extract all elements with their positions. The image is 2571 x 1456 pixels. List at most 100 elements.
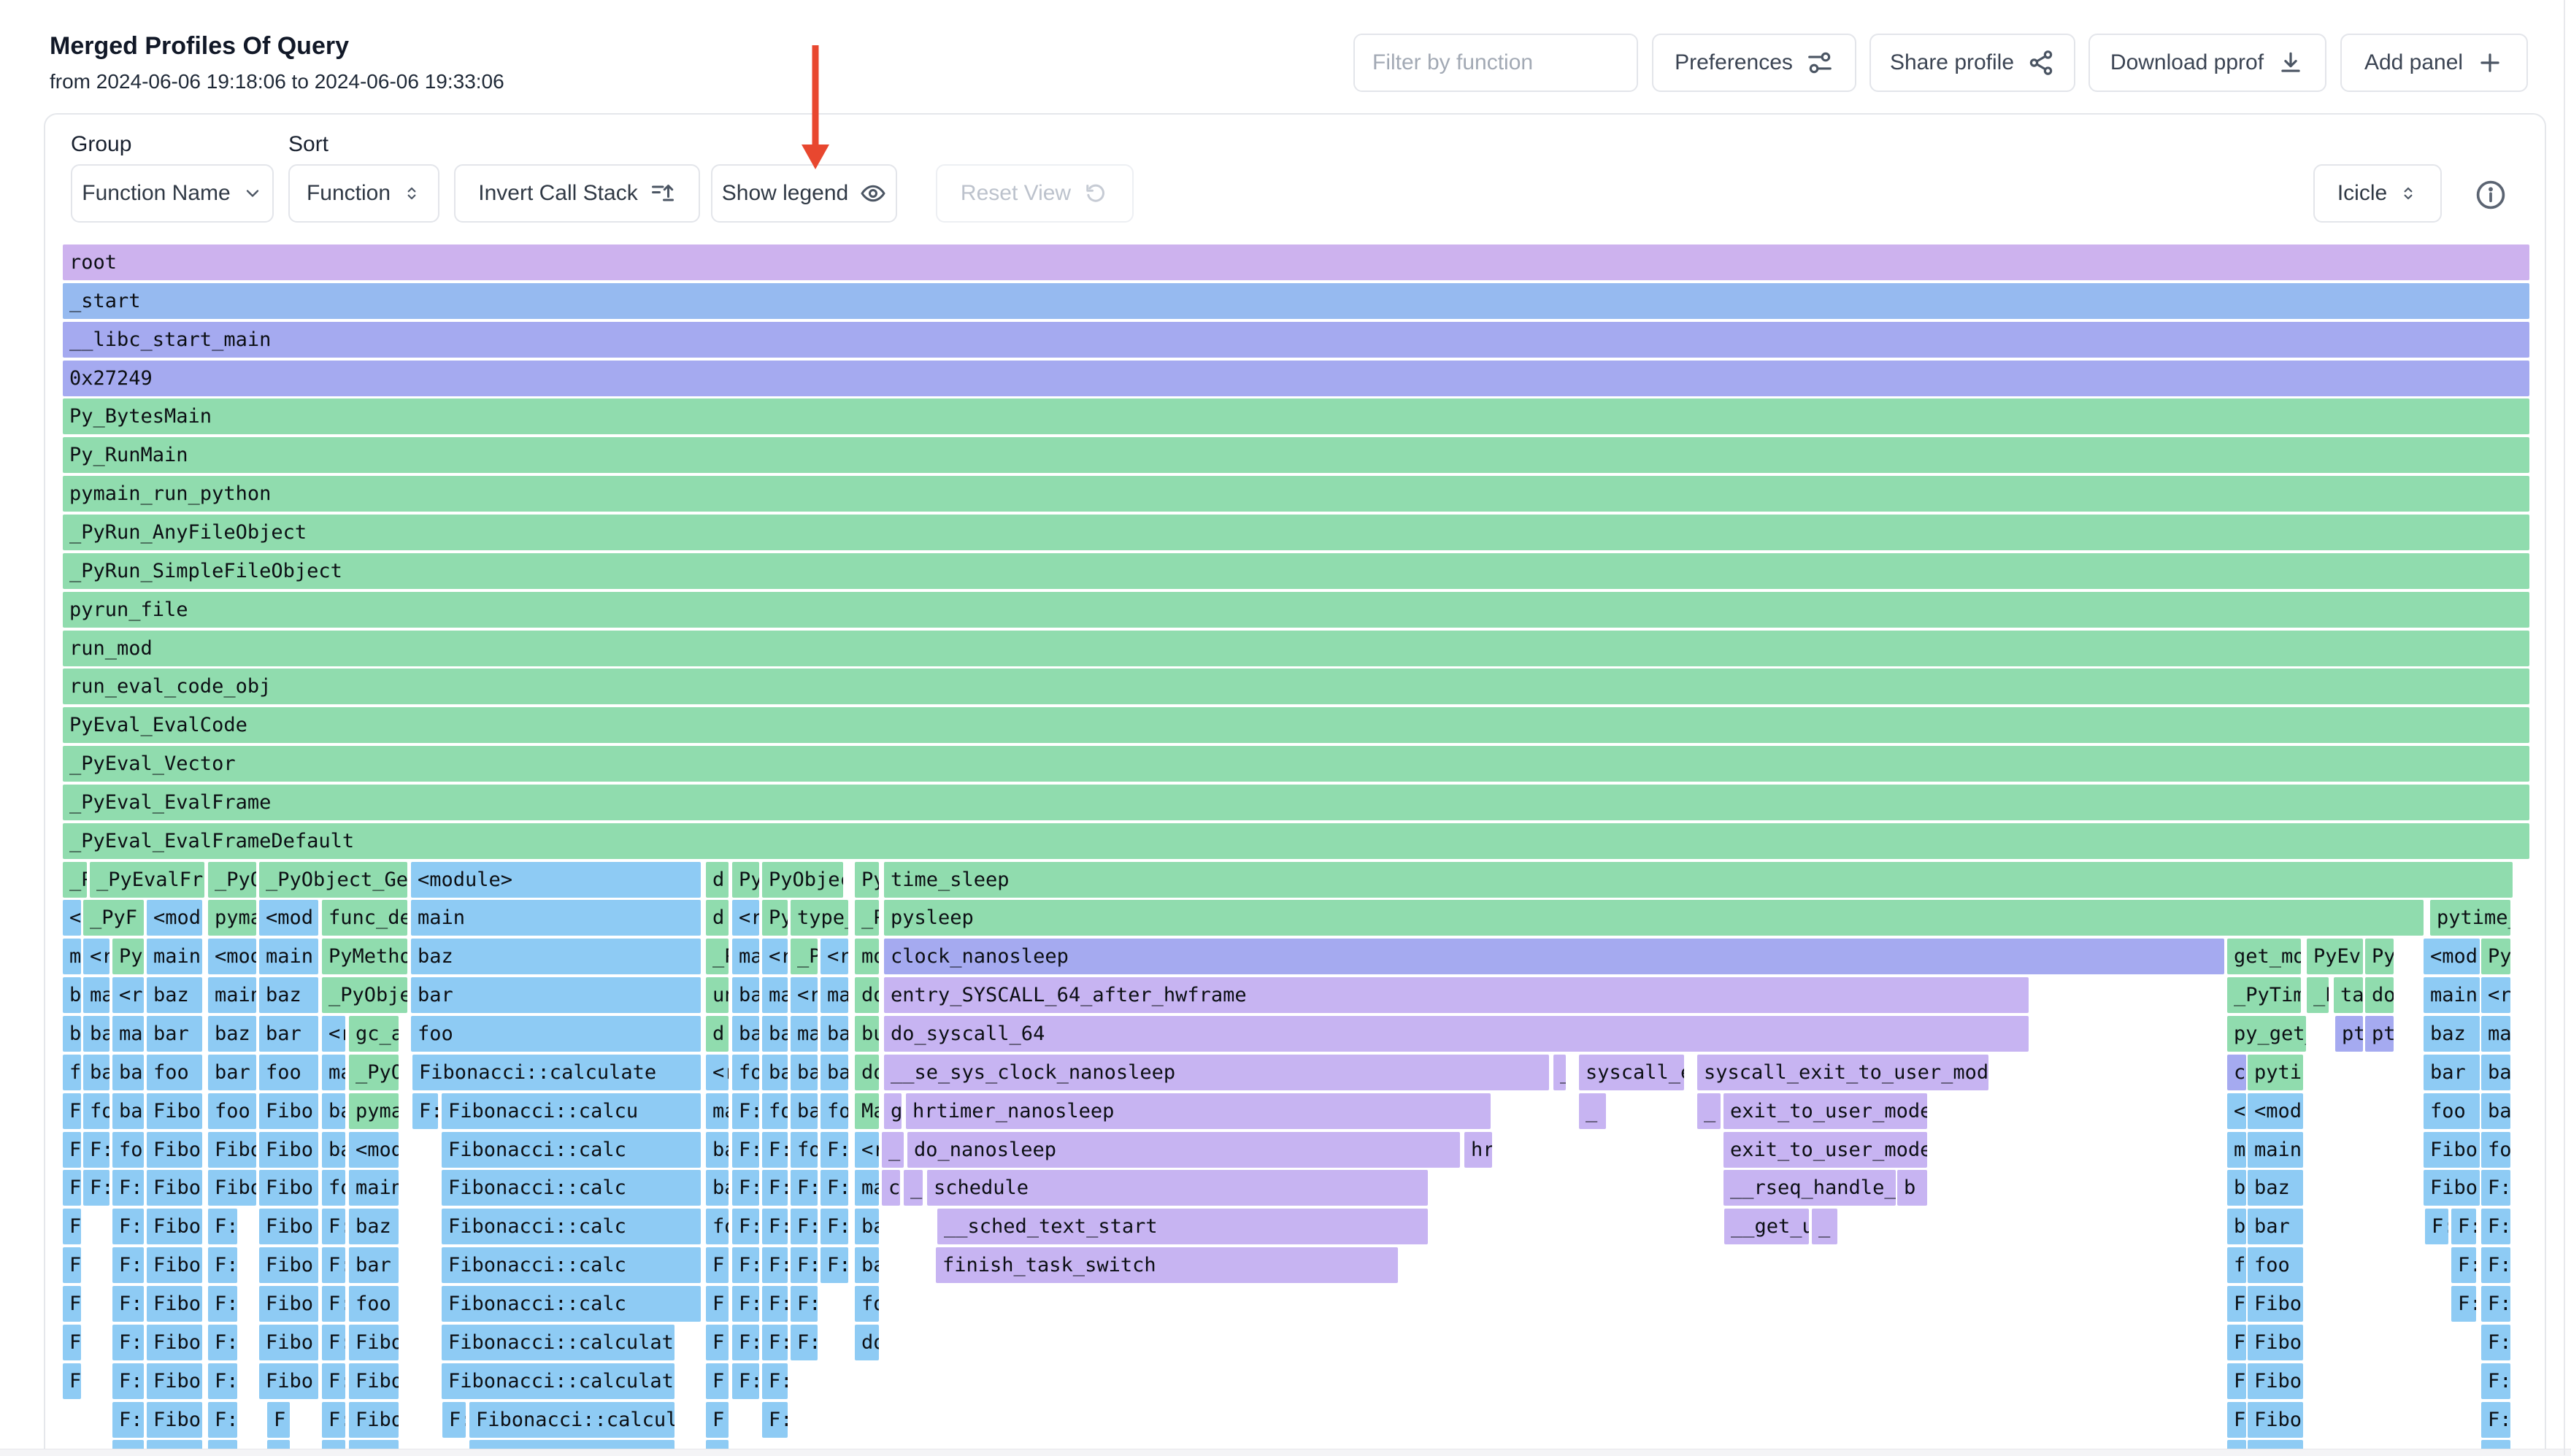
flame-cell[interactable]: ba: [706, 1170, 729, 1206]
flame-cell[interactable]: _PyRun_SimpleFileObject: [63, 552, 2529, 589]
flame-cell[interactable]: time_sleep: [884, 861, 2513, 898]
flame-cell[interactable]: F:: [208, 1363, 237, 1399]
flame-cell[interactable]: F:: [322, 1247, 345, 1284]
flame-cell[interactable]: root: [63, 244, 2529, 280]
flame-cell[interactable]: ba: [791, 1054, 818, 1090]
flame-cell[interactable]: type_: [791, 900, 848, 936]
flame-cell[interactable]: do: [855, 1324, 879, 1360]
flame-cell[interactable]: do: [2365, 977, 2394, 1014]
flame-graph[interactable]: root _start __libc_start_main 0x27249 Py_Byt…: [63, 244, 2529, 1449]
flame-cell[interactable]: ba: [855, 1247, 879, 1284]
flame-cell[interactable]: fo: [732, 1054, 759, 1090]
flame-cell[interactable]: _PyEval_Vector: [63, 746, 2529, 782]
flame-cell[interactable]: ba: [63, 977, 81, 1014]
flame-cell[interactable]: ba: [322, 1131, 345, 1168]
flame-cell[interactable]: d:: [706, 861, 729, 898]
flame-cell[interactable]: ma: [83, 977, 109, 1014]
flame-cell[interactable]: main: [411, 900, 701, 936]
flame-cell[interactable]: F:: [2451, 1285, 2476, 1322]
flame-cell[interactable]: _P: [706, 939, 729, 975]
flame-cell[interactable]: F:: [706, 1401, 729, 1438]
flame-cell[interactable]: _PyObject_Ge: [259, 861, 407, 898]
flame-cell[interactable]: ba: [762, 1054, 788, 1090]
flame-cell[interactable]: F:: [83, 1170, 109, 1206]
flame-cell[interactable]: run_eval_code_obj: [63, 669, 2529, 705]
flame-cell[interactable]: Fibo: [147, 1440, 202, 1449]
flame-cell[interactable]: Fibo: [2248, 1324, 2303, 1360]
share-profile-button[interactable]: Share profile: [1869, 34, 2075, 92]
flame-cell[interactable]: Fibo: [349, 1363, 399, 1399]
filter-by-function-field[interactable]: [1353, 34, 1638, 92]
flame-cell[interactable]: ma: [2227, 1131, 2246, 1168]
flame-cell[interactable]: ba: [791, 1093, 818, 1129]
flame-cell[interactable]: _: [882, 1131, 904, 1168]
flame-cell[interactable]: Fibo: [2248, 1285, 2303, 1322]
flame-cell[interactable]: Fibo: [147, 1401, 202, 1438]
flame-cell[interactable]: clock_nanosleep: [884, 939, 2224, 975]
flame-cell[interactable]: foo: [208, 1093, 256, 1129]
flame-cell[interactable]: ma: [791, 1016, 818, 1052]
flame-cell[interactable]: foo: [2424, 1093, 2480, 1129]
flame-cell[interactable]: run_mod: [63, 630, 2529, 666]
flame-cell[interactable]: <mod: [2248, 1093, 2303, 1129]
flame-cell[interactable]: get_mon: [2227, 939, 2301, 975]
flame-cell[interactable]: _P: [63, 861, 87, 898]
sort-select[interactable]: Function: [288, 164, 439, 223]
flame-cell[interactable]: <module>: [411, 861, 701, 898]
flame-cell[interactable]: <r: [821, 939, 848, 975]
flame-cell[interactable]: Fibonacci::calculate: [412, 1054, 701, 1090]
flame-cell[interactable]: fo: [83, 1093, 109, 1129]
flame-cell[interactable]: Fibo: [147, 1247, 202, 1284]
flame-cell[interactable]: pyti: [2248, 1054, 2303, 1090]
flame-cell[interactable]: pysleep: [884, 900, 2424, 936]
flame-cell[interactable]: ma: [855, 1170, 879, 1206]
group-select[interactable]: Function Name: [71, 164, 274, 223]
flame-cell[interactable]: F:: [762, 1131, 788, 1168]
flame-cell[interactable]: Fibo: [259, 1170, 318, 1206]
flame-cell[interactable]: fo: [706, 1209, 729, 1245]
flame-cell[interactable]: F:: [208, 1209, 237, 1245]
flame-cell[interactable]: Py_BytesMain: [63, 398, 2529, 435]
flame-cell[interactable]: gc_a: [349, 1016, 399, 1052]
flame-cell[interactable]: un: [706, 977, 729, 1014]
flame-cell[interactable]: __rseq_handle_n: [1723, 1170, 1896, 1206]
flame-cell[interactable]: d:: [706, 900, 729, 936]
flame-cell[interactable]: F:: [791, 1285, 818, 1322]
flame-cell[interactable]: F:: [2227, 1401, 2246, 1438]
flame-cell[interactable]: _PyEval_EvalFrameDefault: [63, 823, 2529, 859]
flame-cell[interactable]: Fibo: [147, 1285, 202, 1322]
flame-cell[interactable]: Py_RunMain: [63, 437, 2529, 474]
flame-cell[interactable]: foo: [147, 1054, 202, 1090]
flame-cell[interactable]: <r: [791, 977, 818, 1014]
flame-cell[interactable]: Fibo: [2424, 1131, 2480, 1168]
flame-cell[interactable]: F:: [2481, 1247, 2510, 1284]
flame-cell[interactable]: fo: [821, 1093, 848, 1129]
flame-cell[interactable]: do: [855, 977, 879, 1014]
flame-cell[interactable]: exit_to_user_mode_: [1723, 1131, 1927, 1168]
flame-cell[interactable]: ba: [83, 1016, 109, 1052]
flame-cell[interactable]: F:: [762, 1324, 788, 1360]
flame-cell[interactable]: bar: [2248, 1209, 2303, 1245]
flame-cell[interactable]: F:: [63, 1170, 81, 1206]
flame-cell[interactable]: __sched_text_start: [937, 1209, 1428, 1245]
flame-cell[interactable]: <r: [83, 939, 109, 975]
flame-cell[interactable]: F:: [762, 1247, 788, 1284]
flame-cell[interactable]: F:: [791, 1324, 818, 1360]
flame-cell[interactable]: foo: [2248, 1247, 2303, 1284]
flame-cell[interactable]: ma: [706, 1093, 729, 1129]
invert-call-stack-button[interactable]: Invert Call Stack: [454, 164, 700, 223]
flame-cell[interactable]: _PyEvalFra: [90, 861, 204, 898]
flame-cell[interactable]: <mod: [349, 1131, 399, 1168]
flame-cell[interactable]: _PyO: [349, 1054, 399, 1090]
flame-cell[interactable]: ba: [2227, 1209, 2246, 1245]
flame-cell[interactable]: do: [855, 1054, 879, 1090]
flame-cell[interactable]: __libc_start_main: [63, 321, 2529, 358]
flame-cell[interactable]: F:: [112, 1247, 144, 1284]
flame-cell[interactable]: F:: [791, 1209, 818, 1245]
flame-cell[interactable]: F:: [2481, 1401, 2510, 1438]
flame-cell[interactable]: main: [349, 1170, 399, 1206]
flame-cell[interactable]: F:: [322, 1324, 345, 1360]
add-panel-button[interactable]: Add panel: [2340, 34, 2528, 92]
flame-cell[interactable]: Fibonacci::calculate: [442, 1363, 675, 1399]
flame-cell[interactable]: schedule: [927, 1170, 1428, 1206]
